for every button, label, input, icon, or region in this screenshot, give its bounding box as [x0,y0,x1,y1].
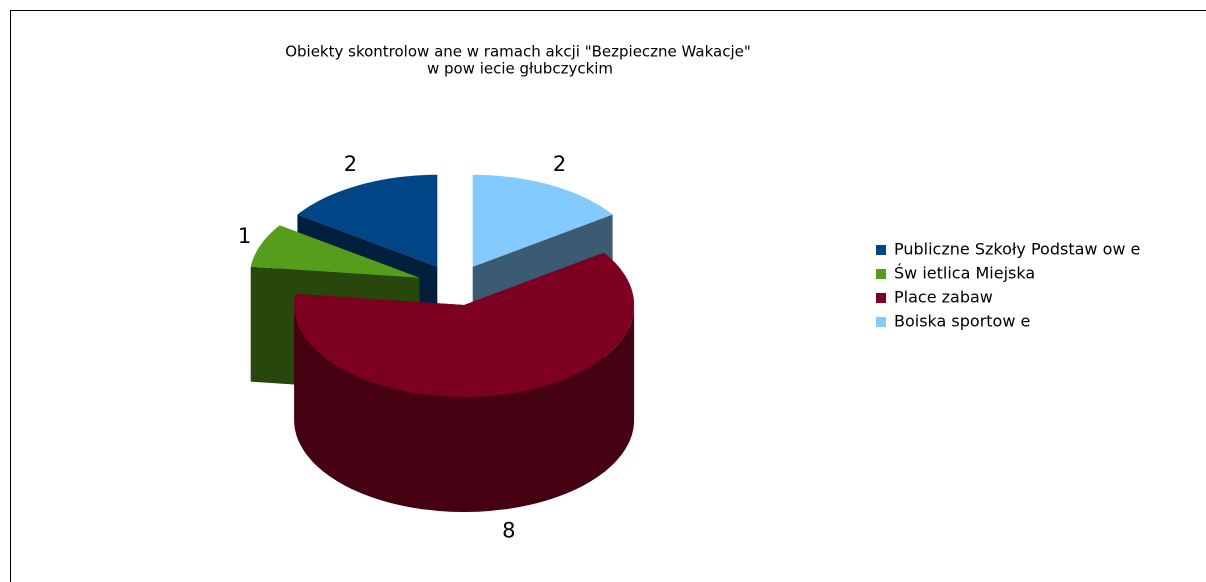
legend-swatch [876,293,886,303]
legend-label: Publiczne Szkoły Podstaw ow e [894,240,1140,259]
data-label: 1 [238,224,251,248]
slice-top [297,174,438,267]
data-label: 2 [553,152,566,176]
chart-title: Obiekty skontrolow ane w ramach akcji "B… [285,43,751,61]
legend-swatch [876,245,886,255]
chart-title: w pow iecie głubczyckim [427,60,613,78]
slice-top [472,174,613,267]
legend-label: Place zabaw [894,288,993,307]
slice-wall [294,305,635,512]
legend-swatch [876,317,886,327]
data-label: 2 [344,152,357,176]
slice-top [294,252,635,397]
legend-label: Boiska sportow e [894,312,1030,331]
slice-top [250,225,420,278]
legend-label: Św ietlica Miejska [894,264,1035,283]
slice [294,252,635,512]
legend-swatch [876,269,886,279]
data-label: 8 [502,519,515,543]
